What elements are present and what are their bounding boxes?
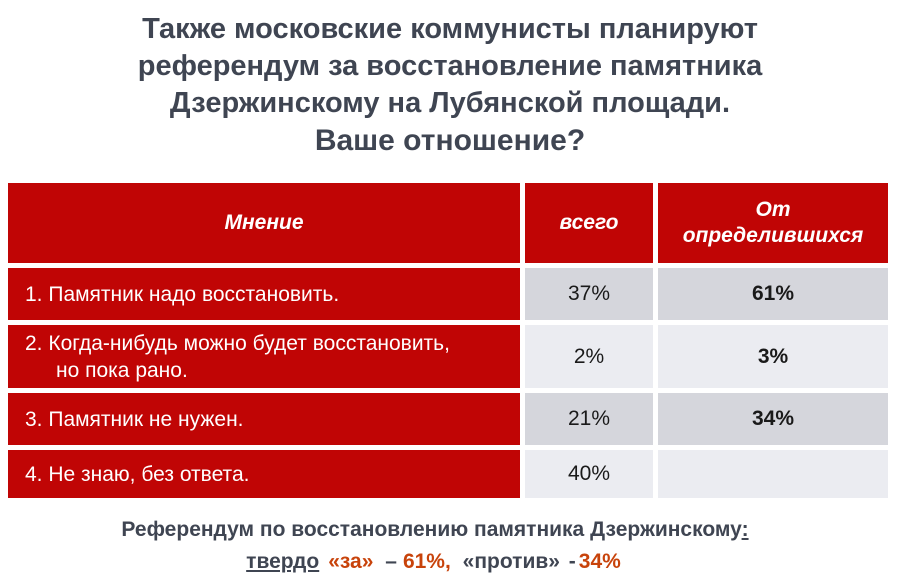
column-header-opinion: Мнение <box>8 183 520 263</box>
table-row-4-decided <box>658 450 888 498</box>
footer-word-za: «за» <box>328 550 374 573</box>
footer-note: Референдум по восстановлению памятника Д… <box>25 514 845 578</box>
table-row-3-total: 21% <box>525 393 653 445</box>
table-row-1-total: 37% <box>525 268 653 320</box>
row-1-label-text: 1. Памятник надо восстановить. <box>25 282 340 306</box>
footer-line-1: Референдум по восстановлению памятника Д… <box>25 514 845 546</box>
table-row-4-label: 4. Не знаю, без ответа. <box>8 450 520 498</box>
footer-dash-1: – <box>385 550 397 573</box>
footer-word-tverdo: твердо <box>246 550 320 573</box>
survey-results-table: Мнение всего От определившихся 1. Памятн… <box>8 183 888 498</box>
title-line-1: Также московские коммунисты планируют <box>142 13 758 45</box>
table-row-2-total: 2% <box>525 325 653 388</box>
footer-line-1-colon: : <box>741 518 749 541</box>
table-row-1-decided: 61% <box>658 268 888 320</box>
footer-value-34: 34% <box>578 550 621 573</box>
table-row-3-decided: 34% <box>658 393 888 445</box>
title-question: Ваше отношение? <box>314 124 586 157</box>
slide-title: Также московские коммунисты планируют ре… <box>0 0 900 159</box>
footer-dash-2: - <box>568 550 576 573</box>
row-2-label-text-line2: но пока рано. <box>56 358 188 382</box>
row-4-label-text: 4. Не знаю, без ответа. <box>25 462 250 486</box>
row-3-label-text: 3. Памятник не нужен. <box>25 407 244 431</box>
footer-word-protiv: «против» <box>462 550 560 573</box>
table-row-3-label: 3. Памятник не нужен. <box>8 393 520 445</box>
table-row-4-total: 40% <box>525 450 653 498</box>
title-line-3: Дзержинскому на Лубянской площади. <box>169 87 731 119</box>
footer-value-61: 61%, <box>402 550 451 573</box>
footer-line-1-text: Референдум по восстановлению памятника Д… <box>121 518 742 541</box>
row-2-label-text: 2. Когда-нибудь можно будет восстановить… <box>25 331 450 355</box>
column-header-decided: От определившихся <box>658 183 888 263</box>
column-header-total: всего <box>525 183 653 263</box>
table-row-2-decided: 3% <box>658 325 888 388</box>
table-row-2-label: 2. Когда-нибудь можно будет восстановить… <box>8 325 520 388</box>
title-line-2: референдум за восстановление памятника <box>137 50 763 82</box>
table-row-1-label: 1. Памятник надо восстановить. <box>8 268 520 320</box>
footer-line-2: твердо «за» –61%, «против» -34% <box>25 546 845 578</box>
